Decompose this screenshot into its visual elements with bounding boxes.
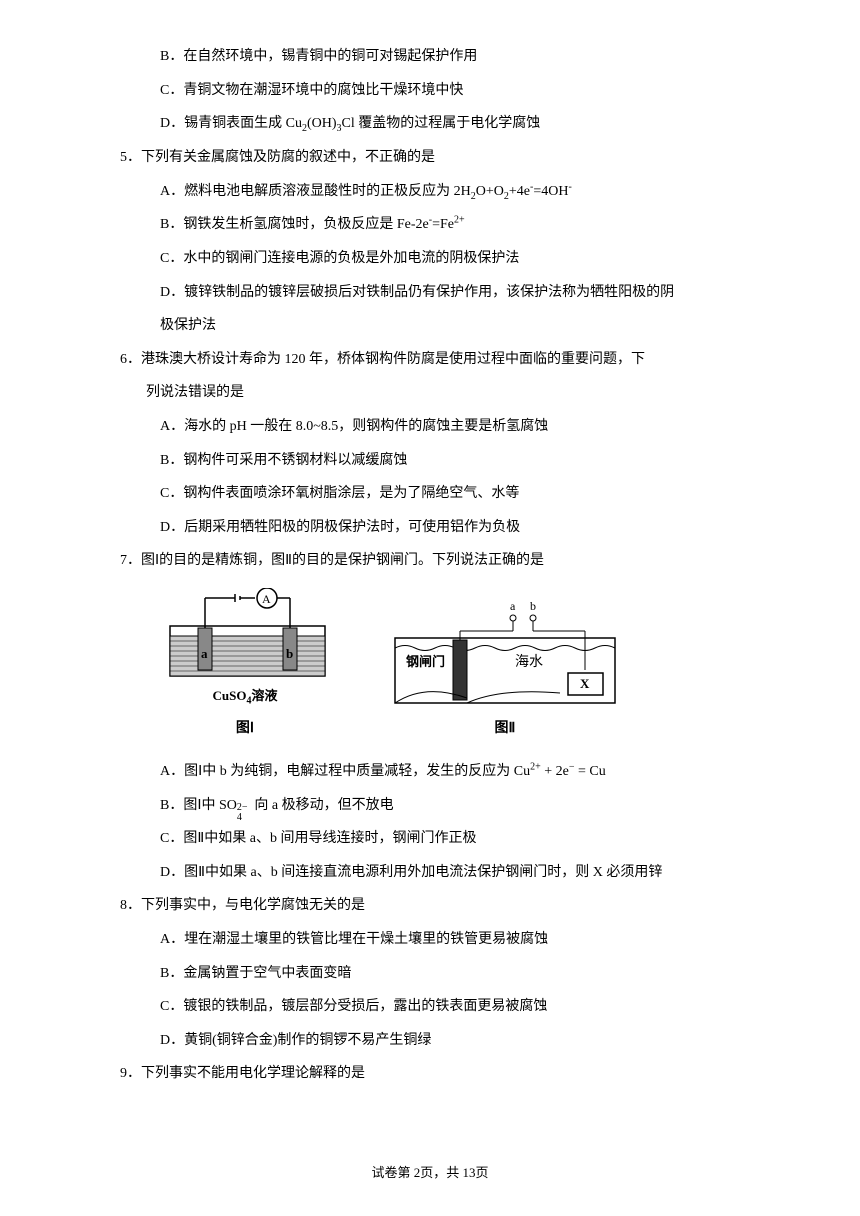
fig2-b-label: b xyxy=(530,599,536,613)
q6-b: B．钢构件可采用不锈钢材料以减缓腐蚀 xyxy=(120,444,760,478)
fig2-a-label: a xyxy=(510,599,516,613)
q5-stem: 5．下列有关金属腐蚀及防腐的叙述中，不正确的是 xyxy=(120,141,760,175)
q5-d2: 极保护法 xyxy=(120,309,760,343)
fig2-sea-label: 海水 xyxy=(515,654,543,670)
q8-a: A．埋在潮湿土壤里的铁管比埋在干燥土壤里的铁管更易被腐蚀 xyxy=(120,923,760,957)
q6-c: C．钢构件表面喷涂环氧树脂涂层，是为了隔绝空气、水等 xyxy=(120,477,760,511)
fig1-a-label: a xyxy=(201,646,208,661)
q7-c: C．图Ⅱ中如果 a、b 间用导线连接时，钢闸门作正极 xyxy=(120,822,760,856)
fig1-b-label: b xyxy=(286,646,293,661)
q6-stem2: 列说法错误的是 xyxy=(120,376,760,410)
q7-d: D．图Ⅱ中如果 a、b 间连接直流电源利用外加电流法保护钢闸门时，则 X 必须用… xyxy=(120,856,760,890)
q6-a: A．海水的 pH 一般在 8.0~8.5，则钢构件的腐蚀主要是析氢腐蚀 xyxy=(120,410,760,444)
q5-a: A．燃料电池电解质溶液显酸性时的正极反应为 2H2O+O2+4e-=4OH- xyxy=(120,175,760,209)
q7-stem: 7．图Ⅰ的目的是精炼铜，图Ⅱ的目的是保护钢闸门。下列说法正确的是 xyxy=(120,544,760,578)
q8-c: C．镀银的铁制品，镀层部分受损后，露出的铁表面更易被腐蚀 xyxy=(120,990,760,1024)
opt-b: B．在自然环境中，锡青铜中的铜可对锡起保护作用 xyxy=(120,40,760,74)
fig2-svg: a b 钢闸门 海水 X xyxy=(390,598,620,708)
fig2-x-label: X xyxy=(580,676,590,691)
opt-d: D．锡青铜表面生成 Cu2(OH)3Cl 覆盖物的过程属于电化学腐蚀 xyxy=(120,107,760,141)
q6-stem1: 6．港珠澳大桥设计寿命为 120 年，桥体钢构件防腐是使用过程中面临的重要问题，… xyxy=(120,343,760,377)
svg-text:A: A xyxy=(262,592,271,606)
fig2-gate-label: 钢闸门 xyxy=(406,654,445,669)
page-footer: 试卷第 2页，共 13页 xyxy=(0,1157,860,1188)
figure-2: a b 钢闸门 海水 X 图Ⅱ xyxy=(390,598,620,746)
q5-c: C．水中的钢闸门连接电源的负极是外加电流的阴极保护法 xyxy=(120,242,760,276)
q6-d: D．后期采用牺牲阳极的阴极保护法时，可使用铝作为负极 xyxy=(120,511,760,545)
opt-c: C．青铜文物在潮湿环境中的腐蚀比干燥环境中快 xyxy=(120,74,760,108)
fig2-caption: 图Ⅱ xyxy=(390,712,620,746)
fig1-caption: 图Ⅰ xyxy=(160,712,330,746)
figure-1: A a b CuSO4溶液 图Ⅰ xyxy=(160,588,330,745)
q5-b: B．钢铁发生析氢腐蚀时，负极反应是 Fe-2e-=Fe2+ xyxy=(120,208,760,242)
figures-row: A a b CuSO4溶液 图Ⅰ a b xyxy=(120,588,760,745)
q9-stem: 9．下列事实不能用电化学理论解释的是 xyxy=(120,1057,760,1091)
q8-d: D．黄铜(铜锌合金)制作的铜锣不易产生铜绿 xyxy=(120,1024,760,1058)
q7-a: A．图Ⅰ中 b 为纯铜，电解过程中质量减轻，发生的反应为 Cu2+ + 2e− … xyxy=(120,755,760,789)
q8-b: B．金属钠置于空气中表面变暗 xyxy=(120,957,760,991)
fig1-svg: A a b xyxy=(160,588,330,688)
q8-stem: 8．下列事实中，与电化学腐蚀无关的是 xyxy=(120,889,760,923)
q5-d1: D．镀锌铁制品的镀锌层破损后对铁制品仍有保护作用，该保护法称为牺牲阳极的阴 xyxy=(120,276,760,310)
q7-b: B．图Ⅰ中 SO2−4 向 a 极移动，但不放电 xyxy=(120,789,760,823)
